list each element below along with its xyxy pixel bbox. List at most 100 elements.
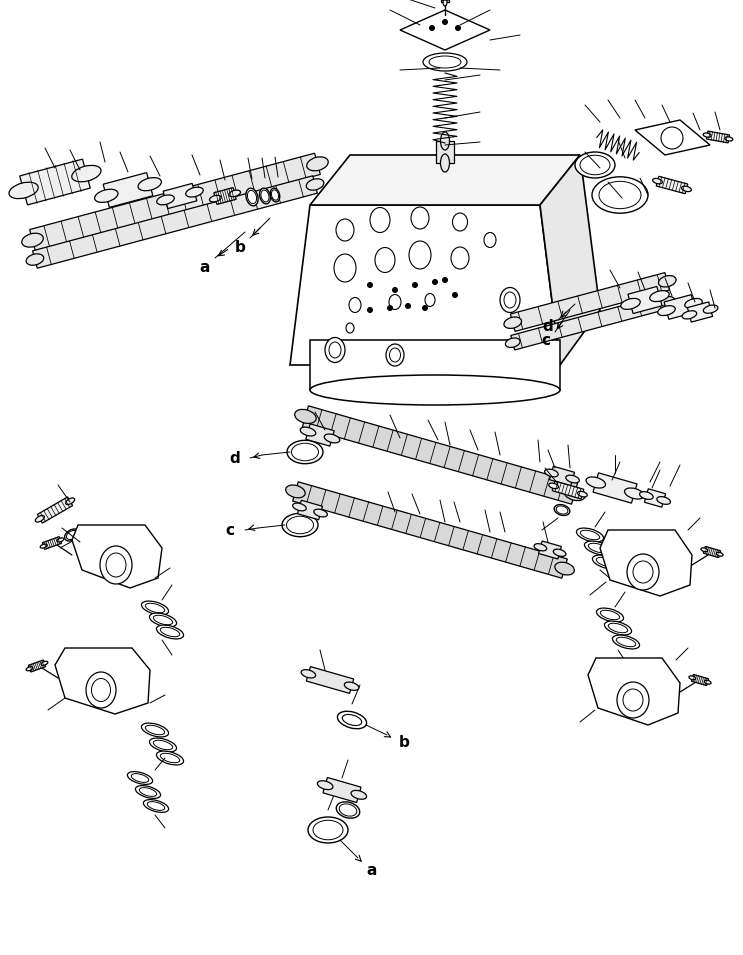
Polygon shape [42, 537, 62, 549]
Ellipse shape [441, 154, 450, 172]
Circle shape [368, 308, 372, 312]
Circle shape [392, 287, 398, 292]
Ellipse shape [65, 529, 80, 541]
Polygon shape [628, 286, 662, 313]
Ellipse shape [313, 820, 343, 839]
Ellipse shape [282, 513, 318, 537]
Ellipse shape [443, 0, 447, 6]
Polygon shape [540, 155, 600, 365]
Ellipse shape [186, 187, 204, 197]
Ellipse shape [600, 610, 620, 620]
Ellipse shape [375, 247, 395, 272]
Ellipse shape [72, 165, 101, 181]
Ellipse shape [146, 604, 165, 613]
Text: a: a [367, 862, 377, 878]
Ellipse shape [609, 624, 628, 633]
Ellipse shape [317, 781, 333, 790]
Ellipse shape [66, 530, 77, 540]
Ellipse shape [389, 294, 401, 309]
Ellipse shape [229, 190, 241, 197]
Ellipse shape [423, 53, 467, 71]
Ellipse shape [307, 157, 328, 171]
Ellipse shape [132, 774, 149, 782]
Ellipse shape [65, 498, 74, 504]
Ellipse shape [597, 608, 623, 622]
Polygon shape [539, 541, 562, 559]
Ellipse shape [500, 287, 520, 312]
Ellipse shape [605, 621, 632, 635]
Text: b: b [398, 734, 409, 750]
Ellipse shape [293, 503, 306, 511]
Ellipse shape [585, 541, 611, 555]
Ellipse shape [389, 348, 400, 362]
Polygon shape [687, 302, 713, 322]
Circle shape [443, 19, 447, 25]
Ellipse shape [337, 802, 360, 818]
Ellipse shape [259, 188, 270, 203]
Ellipse shape [106, 553, 126, 577]
Ellipse shape [660, 297, 675, 306]
Ellipse shape [716, 552, 723, 556]
Ellipse shape [580, 156, 610, 175]
Ellipse shape [411, 207, 429, 229]
Ellipse shape [577, 528, 603, 541]
Polygon shape [552, 481, 584, 499]
Ellipse shape [370, 207, 390, 232]
Ellipse shape [640, 492, 653, 499]
Ellipse shape [100, 546, 132, 584]
Text: d: d [230, 451, 241, 465]
Ellipse shape [261, 190, 269, 202]
Ellipse shape [633, 561, 653, 583]
Polygon shape [20, 159, 91, 205]
Polygon shape [163, 183, 197, 208]
Polygon shape [28, 660, 46, 672]
Ellipse shape [22, 233, 43, 247]
Ellipse shape [139, 788, 157, 796]
Ellipse shape [617, 637, 636, 647]
Ellipse shape [157, 626, 184, 639]
Ellipse shape [577, 492, 587, 497]
Polygon shape [33, 176, 317, 268]
Ellipse shape [149, 738, 177, 752]
Ellipse shape [588, 543, 608, 553]
Ellipse shape [534, 543, 547, 551]
Ellipse shape [549, 483, 559, 489]
Circle shape [406, 304, 410, 308]
Ellipse shape [620, 298, 640, 309]
Ellipse shape [623, 689, 643, 711]
Ellipse shape [685, 299, 702, 308]
Ellipse shape [146, 725, 165, 734]
Ellipse shape [143, 799, 169, 813]
Ellipse shape [301, 669, 316, 678]
Circle shape [388, 306, 392, 310]
Ellipse shape [210, 196, 221, 202]
Ellipse shape [343, 714, 362, 726]
Ellipse shape [86, 672, 116, 708]
Polygon shape [323, 777, 361, 802]
Ellipse shape [681, 186, 692, 192]
Ellipse shape [351, 791, 366, 799]
Polygon shape [400, 10, 490, 50]
Polygon shape [664, 295, 696, 319]
Ellipse shape [564, 486, 585, 500]
Ellipse shape [336, 219, 354, 241]
Polygon shape [297, 500, 322, 520]
Ellipse shape [556, 506, 568, 514]
Ellipse shape [504, 292, 516, 308]
Ellipse shape [504, 317, 522, 329]
Ellipse shape [157, 195, 175, 204]
Circle shape [432, 280, 438, 285]
Ellipse shape [157, 751, 184, 765]
Polygon shape [214, 187, 236, 204]
Ellipse shape [271, 190, 279, 201]
Polygon shape [302, 406, 577, 504]
Polygon shape [293, 482, 568, 578]
Ellipse shape [386, 344, 404, 366]
Circle shape [368, 283, 372, 287]
Polygon shape [103, 173, 153, 207]
Ellipse shape [36, 516, 45, 522]
Ellipse shape [346, 323, 354, 333]
Text: a: a [200, 260, 210, 274]
Ellipse shape [40, 544, 47, 548]
Ellipse shape [9, 182, 38, 199]
